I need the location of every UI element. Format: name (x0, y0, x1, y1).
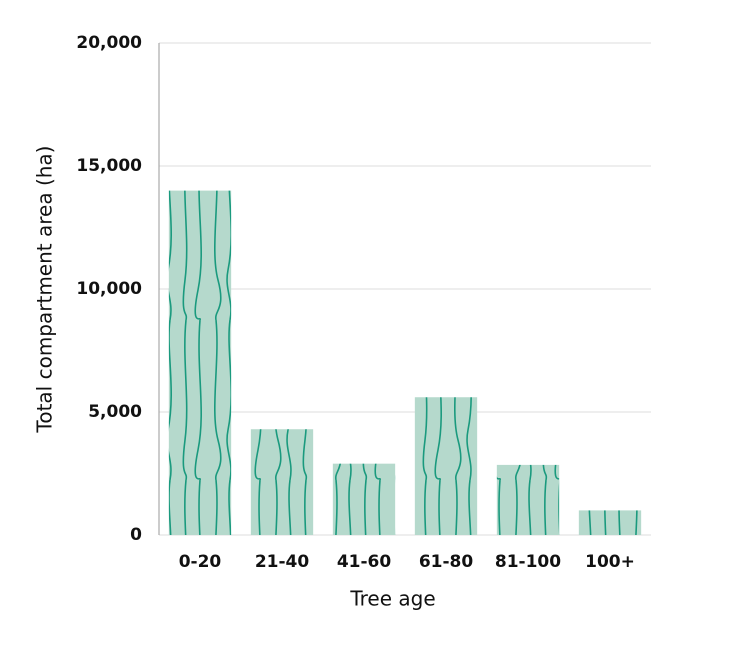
y-axis-label: Total compartment area (ha) (33, 146, 57, 434)
y-tick-label: 15,000 (76, 156, 142, 176)
y-tick-label: 0 (130, 525, 142, 545)
x-tick-label: 100+ (585, 552, 635, 572)
x-tick-label: 61-80 (419, 552, 474, 572)
bar (250, 429, 314, 535)
bar (414, 397, 478, 535)
x-tick-label: 21-40 (255, 552, 310, 572)
x-tick-label: 81-100 (495, 552, 561, 572)
bar (496, 464, 560, 535)
x-axis-label: Tree age (349, 587, 435, 611)
x-tick-label: 41-60 (337, 552, 392, 572)
y-tick-label: 5,000 (88, 402, 142, 422)
y-tick-label: 10,000 (76, 279, 142, 299)
bar (332, 463, 396, 535)
y-tick-label: 20,000 (76, 33, 142, 53)
bar (578, 510, 642, 535)
bar (168, 190, 232, 535)
x-tick-label: 0-20 (179, 552, 222, 572)
